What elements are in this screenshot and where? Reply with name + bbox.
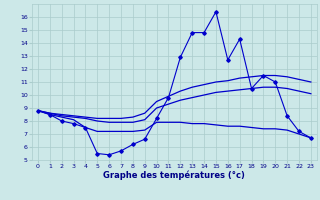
- X-axis label: Graphe des températures (°c): Graphe des températures (°c): [103, 171, 245, 180]
